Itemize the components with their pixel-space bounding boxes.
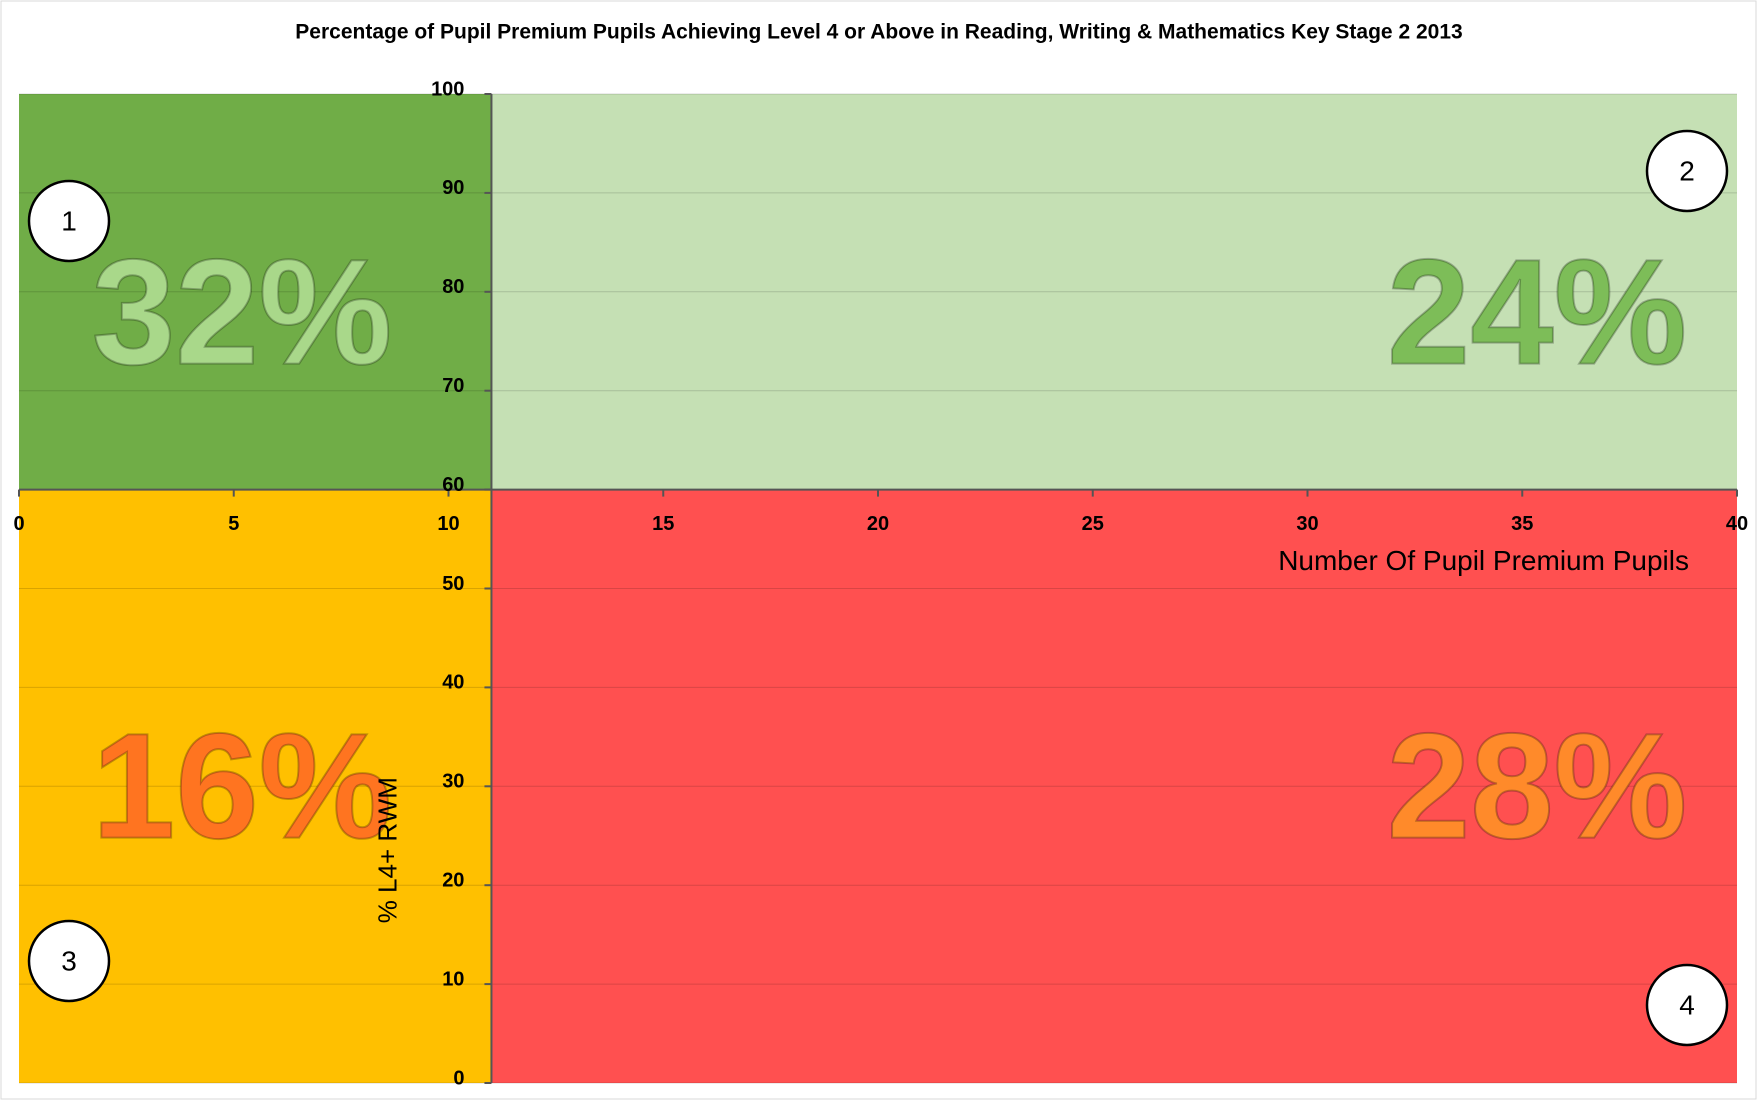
x-tick-label: 15	[652, 513, 674, 535]
y-tick-label: 50	[442, 573, 464, 595]
quadrant-value: 28%	[1387, 702, 1687, 870]
quadrant-value: 24%	[1387, 228, 1687, 396]
quadrant-badge	[27, 919, 111, 1003]
quadrant-badge	[1645, 963, 1729, 1047]
y-tick-label: 90	[442, 177, 464, 199]
y-tick-label: 70	[442, 375, 464, 397]
x-tick-label: 0	[13, 513, 24, 535]
y-tick-label: 100	[431, 78, 464, 100]
x-tick-label: 20	[867, 513, 889, 535]
quadrant-value: 16%	[92, 702, 392, 870]
x-tick-label: 40	[1726, 513, 1748, 535]
x-tick-label: 35	[1511, 513, 1533, 535]
y-tick-label: 40	[442, 672, 464, 694]
quadrant-badge	[27, 179, 111, 263]
quadrant-number: 1	[61, 205, 77, 236]
quadrant-number: 2	[1679, 155, 1695, 186]
y-axis-label: % L4+ RWM	[372, 777, 402, 923]
y-tick-label: 20	[442, 869, 464, 891]
quadrant-region	[491, 489, 1738, 1084]
quadrant-region	[19, 94, 492, 490]
y-tick-label: 0	[453, 1067, 464, 1089]
quadrant-number: 3	[61, 945, 77, 976]
quadrant-region	[491, 94, 1738, 490]
y-tick-label: 10	[442, 968, 464, 990]
quadrant-number: 4	[1679, 989, 1695, 1020]
x-tick-label: 5	[228, 513, 239, 535]
x-tick-label: 25	[1082, 513, 1104, 535]
y-tick-label: 80	[442, 276, 464, 298]
x-tick-label: 10	[437, 513, 459, 535]
chart-title: Percentage of Pupil Premium Pupils Achie…	[295, 21, 1462, 44]
x-axis-label: Number Of Pupil Premium Pupils	[1278, 545, 1689, 576]
x-tick-label: 30	[1296, 513, 1318, 535]
quadrant-badge	[1645, 129, 1729, 213]
y-tick-label: 60	[442, 474, 464, 496]
y-tick-label: 30	[442, 771, 464, 793]
quadrant-value: 32%	[92, 228, 392, 396]
